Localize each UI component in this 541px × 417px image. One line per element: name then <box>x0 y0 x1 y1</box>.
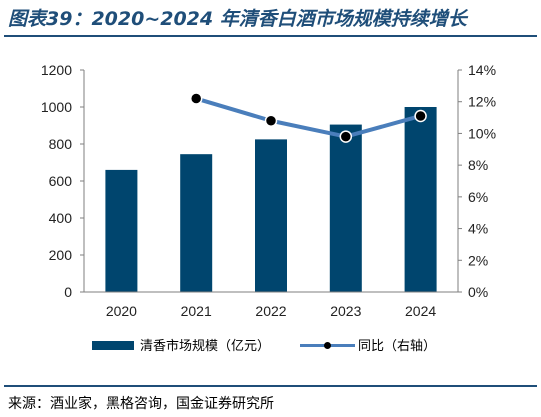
right-tick-label: 14% <box>468 62 496 78</box>
bar-2021 <box>180 154 213 292</box>
legend-bar-label: 清香市场规模（亿元） <box>140 338 270 354</box>
right-tick-label: 8% <box>468 157 488 173</box>
legend: 清香市场规模（亿元） 同比（右轴） <box>92 338 436 354</box>
left-tick-label: 800 <box>49 136 73 152</box>
legend-line-marker <box>324 342 331 349</box>
left-tick-label: 1000 <box>41 99 72 115</box>
source-note: 来源：酒业家，黑格咨询，国金证券研究所 <box>8 396 274 412</box>
legend-bar-swatch <box>92 341 134 350</box>
x-tick-label: 2022 <box>255 303 286 319</box>
left-tick-label: 200 <box>49 247 73 263</box>
bar-2020 <box>105 169 138 292</box>
bar-2024 <box>404 107 437 292</box>
yoy-point-2023 <box>339 130 353 143</box>
right-axis: 0% 2% 4% 6% 8% 10% 12% 14% <box>457 62 496 300</box>
right-tick-label: 2% <box>468 252 488 268</box>
right-tick-label: 12% <box>468 94 496 110</box>
left-axis: 0 200 400 600 800 1000 1200 <box>41 62 85 300</box>
chart-title: 图表39：2020~2024 年清香白酒市场规模持续增长 <box>8 8 467 30</box>
yoy-point-2022 <box>264 114 278 127</box>
left-tick-label: 1200 <box>41 62 72 78</box>
x-tick-label: 2020 <box>106 303 137 319</box>
legend-line-label: 同比（右轴） <box>358 339 436 354</box>
title-divider <box>4 35 537 37</box>
x-tick-label: 2023 <box>330 303 361 319</box>
right-tick-label: 10% <box>468 125 496 141</box>
left-tick-label: 0 <box>64 284 72 300</box>
left-tick-label: 400 <box>49 210 73 226</box>
bar-2022 <box>255 139 287 292</box>
bar-series <box>84 107 458 293</box>
x-axis: 2020 2021 2022 2023 2024 <box>106 303 437 319</box>
x-tick-label: 2024 <box>405 303 436 319</box>
line-series <box>189 92 427 143</box>
source-divider <box>4 385 537 387</box>
right-tick-label: 4% <box>468 221 488 237</box>
right-tick-label: 6% <box>468 189 488 205</box>
right-tick-label: 0% <box>468 284 488 300</box>
yoy-line <box>195 96 422 139</box>
yoy-point-2024 <box>414 109 427 123</box>
yoy-point-2021 <box>189 92 203 105</box>
bar-2023 <box>329 124 362 292</box>
x-tick-label: 2021 <box>181 303 212 319</box>
left-tick-label: 600 <box>49 173 73 189</box>
